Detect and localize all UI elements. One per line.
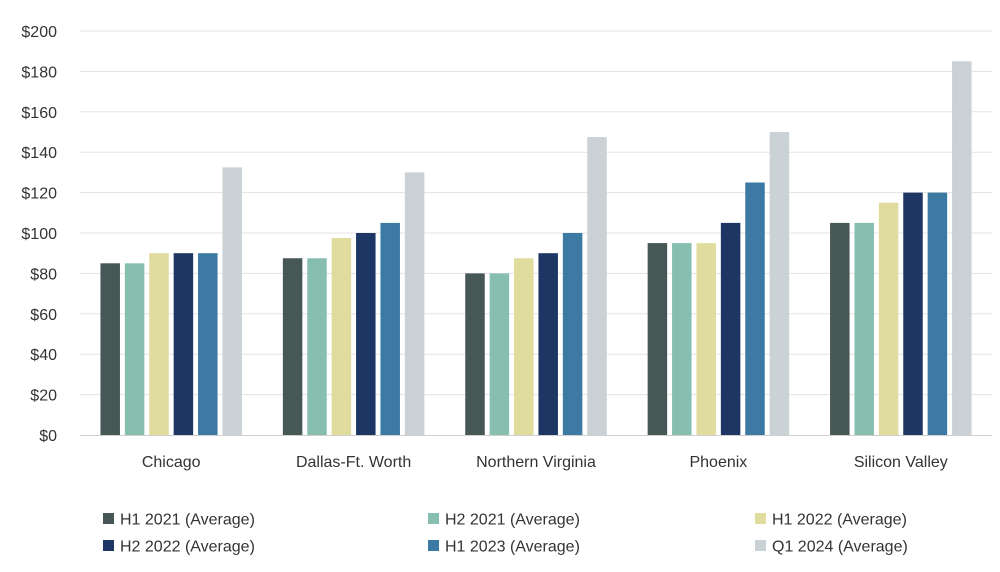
bar	[356, 233, 376, 435]
bar	[562, 233, 583, 435]
bar	[830, 222, 850, 435]
bar	[903, 192, 923, 435]
legend-item: Q1 2024 (Average)	[755, 539, 908, 556]
bar	[514, 258, 534, 435]
category-label: Dallas-Ft. Worth	[296, 454, 411, 471]
bar	[404, 172, 425, 435]
bar	[538, 253, 558, 435]
legend-label: Q1 2024 (Average)	[772, 539, 908, 556]
legend-item: H1 2023 (Average)	[428, 539, 580, 556]
bar	[672, 243, 692, 435]
bars	[100, 61, 972, 436]
bar	[720, 222, 741, 435]
y-axis-ticks: $0 $20 $40 $60 $80 $100 $120 $140 $160 $180 $200	[21, 24, 57, 445]
bar	[854, 222, 874, 435]
bar	[282, 258, 303, 435]
y-tick-label: $20	[30, 388, 57, 405]
bar	[769, 132, 790, 435]
bar	[380, 222, 400, 435]
bar	[149, 253, 169, 435]
bar	[927, 192, 948, 435]
y-tick-label: $0	[39, 428, 57, 445]
bar	[100, 263, 120, 435]
legend-label: H2 2022 (Average)	[120, 539, 255, 556]
y-tick-label: $180	[21, 64, 57, 81]
legend-swatch	[428, 540, 439, 551]
category-label: Chicago	[142, 454, 201, 471]
category-labels: Chicago Dallas-Ft. Worth Northern Virginia…	[142, 454, 948, 471]
y-tick-label: $60	[30, 307, 57, 324]
bar	[173, 253, 194, 435]
legend-swatch	[755, 513, 766, 524]
legend-label: H1 2021 (Average)	[120, 512, 255, 529]
category-label: Northern Virginia	[476, 454, 596, 471]
y-tick-label: $140	[21, 145, 57, 162]
category-label: Phoenix	[689, 454, 747, 471]
y-tick-label: $100	[21, 226, 57, 243]
legend-label: H1 2023 (Average)	[445, 539, 580, 556]
bar	[952, 61, 972, 436]
legend-swatch	[755, 540, 766, 551]
y-tick-label: $200	[21, 24, 57, 41]
legend-label: H1 2022 (Average)	[772, 512, 907, 529]
y-tick-label: $80	[30, 266, 57, 283]
bar	[331, 238, 352, 435]
y-tick-label: $120	[21, 186, 57, 203]
legend-item: H1 2022 (Average)	[755, 512, 907, 529]
category-label: Silicon Valley	[854, 454, 948, 471]
legend-label: H2 2021 (Average)	[445, 512, 580, 529]
bar	[222, 167, 242, 435]
bar	[745, 182, 765, 435]
legend-item: H2 2022 (Average)	[103, 539, 255, 556]
legend-item: H1 2021 (Average)	[103, 512, 255, 529]
bar	[647, 243, 668, 435]
legend-swatch	[103, 513, 114, 524]
y-tick-label: $40	[30, 347, 57, 364]
bar	[696, 243, 716, 435]
y-tick-label: $160	[21, 105, 57, 122]
bar	[307, 258, 327, 435]
legend: H1 2021 (Average) H2 2021 (Average) H1 202…	[103, 512, 908, 556]
bar	[465, 273, 485, 435]
bar	[124, 263, 145, 435]
bar	[878, 202, 899, 435]
bar	[489, 273, 510, 435]
bar	[198, 253, 218, 435]
legend-swatch	[103, 540, 114, 551]
legend-item: H2 2021 (Average)	[428, 512, 580, 529]
legend-swatch	[428, 513, 439, 524]
bar	[587, 137, 607, 436]
